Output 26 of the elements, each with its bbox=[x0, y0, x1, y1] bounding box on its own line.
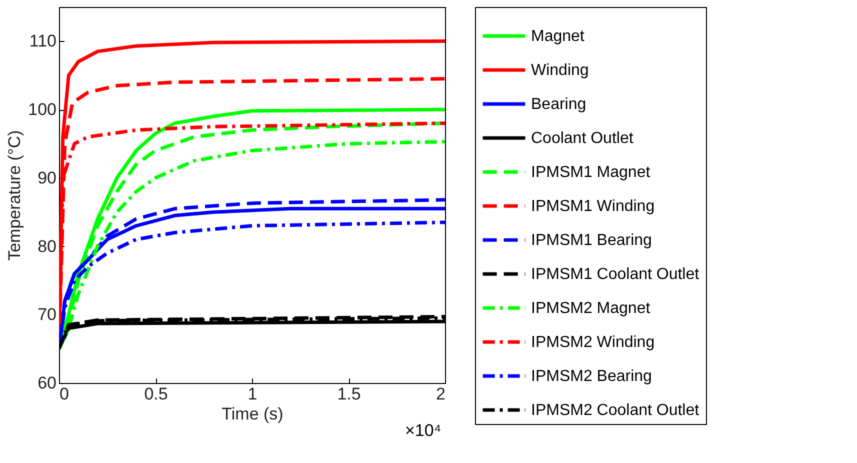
legend-label: IPMSM1 Magnet bbox=[531, 164, 651, 181]
legend-label: IPMSM2 Winding bbox=[531, 334, 655, 351]
legend-label: IPMSM2 Coolant Outlet bbox=[531, 402, 700, 419]
y-tick-label: 70 bbox=[38, 305, 56, 324]
legend-label: Winding bbox=[531, 62, 589, 79]
y-tick-label: 80 bbox=[38, 236, 56, 256]
y-tick-label: 60 bbox=[38, 374, 56, 392]
x-tick-label: 2 bbox=[436, 384, 446, 404]
legend-label: IPMSM1 Coolant Outlet bbox=[531, 266, 700, 283]
y-tick-label: 90 bbox=[38, 168, 56, 188]
legend-label: IPMSM2 Bearing bbox=[531, 368, 652, 385]
legend-label: Magnet bbox=[531, 28, 585, 45]
y-tick-label: 100 bbox=[28, 100, 56, 120]
text: ×10⁴ bbox=[405, 421, 442, 440]
y-axis-title: Temperature (°C) bbox=[5, 130, 24, 261]
x-tick-label: 0.5 bbox=[144, 384, 168, 404]
y-tick-label: 110 bbox=[29, 32, 56, 51]
x-axis-title: Time (s) bbox=[222, 404, 284, 424]
legend-label: Bearing bbox=[531, 96, 586, 113]
x-tick-label: 0 bbox=[60, 384, 69, 404]
legend-label: IPMSM1 Bearing bbox=[531, 232, 652, 249]
x-tick-label: 1 bbox=[248, 384, 258, 404]
legend-label: IPMSM2 Magnet bbox=[531, 300, 651, 317]
legend-label: IPMSM1 Winding bbox=[531, 198, 655, 215]
x-tick-label: 1.5 bbox=[337, 384, 361, 404]
legend-label: Coolant Outlet bbox=[531, 130, 634, 147]
